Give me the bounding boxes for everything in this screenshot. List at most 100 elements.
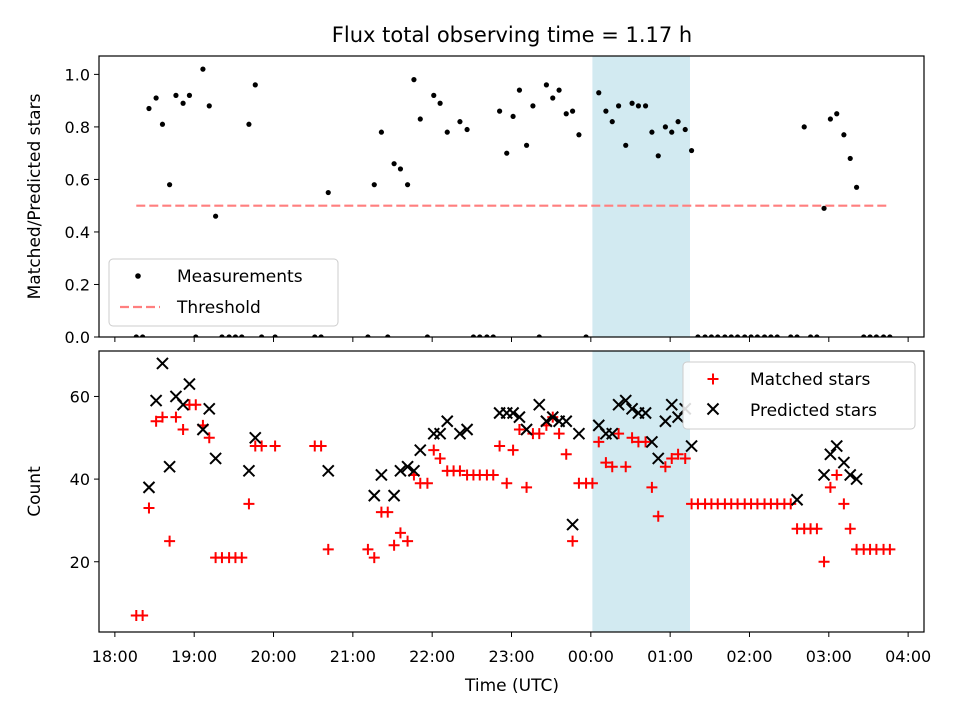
measurement-point: [821, 205, 827, 211]
measurement-point: [603, 108, 609, 114]
predicted-star-point: [414, 443, 427, 457]
matched-star-point: [434, 452, 446, 464]
plot-area: [130, 357, 896, 621]
measurement-point: [226, 334, 232, 337]
predicted-star-point: [572, 427, 586, 440]
measurement-point: [722, 334, 728, 337]
matched-star-point: [613, 428, 625, 440]
matched-star-point: [560, 448, 572, 460]
legend: Matched stars Predicted stars: [682, 361, 916, 430]
predicted-star-point: [156, 357, 169, 370]
x-tick-label: 18:00: [92, 647, 138, 666]
measurement-point: [206, 103, 212, 109]
measurement-point: [391, 161, 397, 167]
measurement-point: [695, 334, 701, 337]
matched-star-point: [494, 440, 506, 452]
measurement-point: [728, 334, 734, 337]
series-measurements: [133, 66, 893, 337]
measurement-point: [464, 126, 470, 133]
matched-star-point: [672, 448, 684, 460]
predicted-star-point: [394, 464, 407, 478]
measurement-point: [385, 334, 391, 337]
x-tick-label: 02:00: [726, 647, 772, 666]
measurement-point: [748, 334, 754, 337]
measurement-point: [193, 334, 199, 337]
predicted-star-point: [249, 431, 262, 444]
matched-star-point: [586, 477, 598, 489]
measurement-point: [167, 182, 173, 188]
predicted-star-point: [242, 464, 256, 478]
legend-marker-predicted: [706, 402, 720, 416]
measurement-point: [200, 66, 206, 72]
predicted-star-point: [453, 427, 467, 440]
matched-star-point: [513, 424, 525, 436]
measurement-point: [312, 334, 318, 337]
measurement-point: [153, 95, 159, 101]
predicted-star-point: [520, 423, 533, 436]
measurement-point: [669, 129, 675, 135]
measurement-point: [861, 334, 867, 337]
matched-star-point: [606, 461, 618, 473]
predicted-star-point: [560, 415, 573, 428]
predicted-star-point: [196, 423, 210, 436]
measurement-point: [173, 92, 179, 98]
predicted-star-point: [387, 489, 401, 502]
measurement-point: [444, 129, 450, 135]
predicted-star-point: [850, 472, 863, 486]
matched-star-point: [626, 432, 638, 444]
predicted-star-point: [441, 415, 454, 428]
matched-star-point: [487, 469, 499, 481]
matched-star-point: [831, 469, 843, 481]
matched-star-point: [236, 552, 248, 564]
predicted-star-point: [824, 448, 837, 461]
matched-star-point: [844, 523, 856, 535]
predicted-star-point: [368, 489, 381, 502]
chart-title: Flux total observing time = 1.17 h: [332, 23, 692, 47]
measurement-point: [887, 334, 893, 337]
measurement-point: [675, 119, 681, 125]
measurement-point: [576, 132, 582, 138]
series-predicted-stars: [142, 357, 863, 531]
measurement-point: [635, 103, 642, 109]
predicted-star-point: [790, 493, 804, 506]
predicted-star-point: [163, 460, 176, 473]
matched-star-point: [640, 436, 652, 448]
measurement-point: [213, 213, 219, 219]
measurement-point: [682, 126, 688, 133]
measurement-point: [523, 142, 530, 148]
measurement-point: [583, 334, 589, 337]
measurement-point: [325, 189, 331, 196]
measurement-point: [642, 103, 649, 109]
y-axis-label: Matched/Predicted stars: [25, 93, 45, 299]
observing-window-highlight: [592, 351, 690, 632]
predicted-star-point: [652, 452, 665, 465]
observing-window-highlight: [592, 56, 690, 337]
measurement-point: [702, 334, 708, 337]
matched-star-point: [666, 452, 678, 464]
predicted-star-point: [540, 415, 553, 428]
predicted-star-point: [375, 468, 388, 482]
measurement-point: [873, 334, 880, 337]
measurement-point: [477, 334, 483, 337]
predicted-star-point: [639, 406, 652, 420]
measurement-point: [662, 124, 668, 130]
matched-star-point: [156, 411, 168, 423]
predicted-star-point: [183, 377, 196, 391]
predicted-star-point: [619, 394, 632, 407]
measurement-point: [715, 334, 721, 337]
predicted-star-point: [533, 398, 546, 411]
measurement-point: [397, 166, 404, 172]
matched-star-point: [388, 539, 400, 551]
measurement-point: [880, 334, 887, 337]
measurement-point: [424, 334, 431, 337]
measurement-point: [569, 108, 576, 114]
matched-star-point: [243, 498, 255, 510]
x-tick-label: 01:00: [647, 647, 693, 666]
predicted-star-point: [625, 402, 639, 416]
matched-star-point: [533, 428, 545, 440]
legend-label-predicted: Predicted stars: [750, 401, 877, 421]
y-axis-label: Count: [25, 466, 45, 517]
predicted-star-point: [460, 423, 474, 436]
legend: Measurements Threshold: [108, 258, 339, 327]
measurement-point: [318, 334, 324, 337]
